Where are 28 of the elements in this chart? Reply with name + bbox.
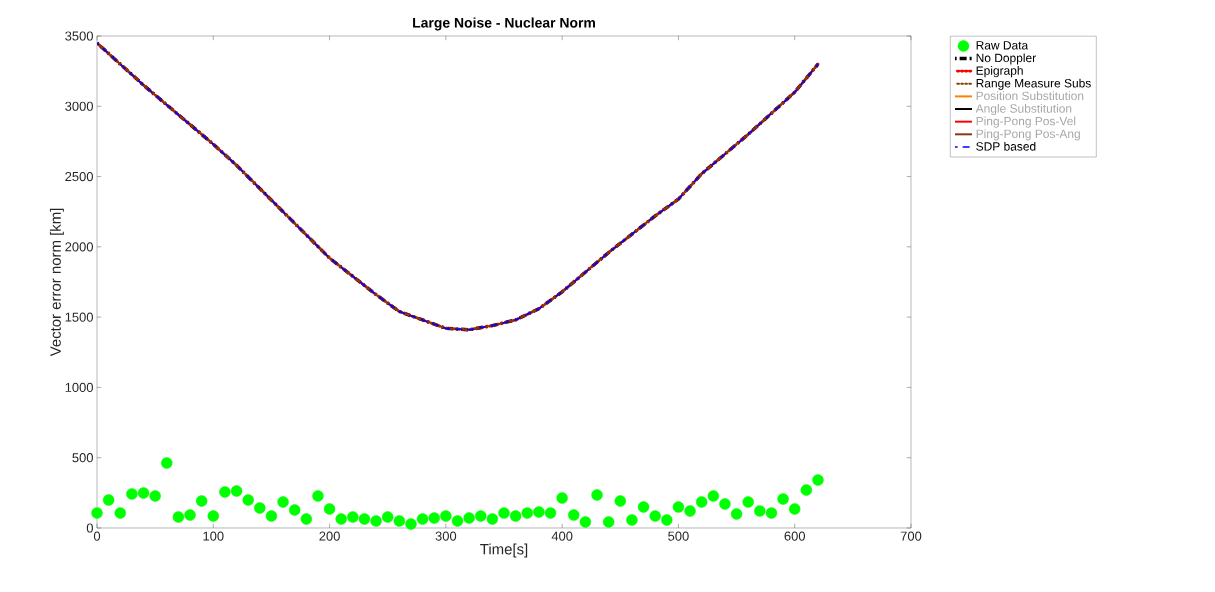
y-tick-label: 1000 <box>65 382 93 392</box>
y-tick-label: 3000 <box>65 101 93 111</box>
y-tick-label: 2500 <box>65 171 93 182</box>
y-axis-title: Vector error norm [km] <box>49 208 64 357</box>
y-tick-label: 3500 <box>65 31 93 41</box>
legend-label: Ping-Pong Pos-Ang <box>976 129 1080 141</box>
x-axis-title: Time[s] <box>480 543 528 558</box>
x-tick-label: 100 <box>203 531 224 541</box>
x-tick-label: 600 <box>784 531 806 541</box>
legend-label: Raw Data <box>976 41 1029 50</box>
y-tick-label: 0 <box>86 523 93 533</box>
y-tick-label: 500 <box>72 453 93 463</box>
x-tick-label: 200 <box>319 531 340 541</box>
legend-label: Ping-Pong Pos-Vel <box>976 116 1076 128</box>
x-tick-label: 400 <box>551 531 573 541</box>
legend-label: No Doppler <box>976 53 1036 65</box>
legend-label: SDP based <box>976 141 1036 151</box>
x-tick-label: 700 <box>900 531 922 541</box>
legend-label: Angle Substitution <box>975 103 1072 116</box>
x-tick-label: 300 <box>435 531 457 541</box>
legend-label: Range Measure Subs <box>976 78 1091 90</box>
x-tick-label: 0 <box>93 531 101 541</box>
legend-label: Epigraph <box>976 66 1023 78</box>
chart-title: Large Noise - Nuclear Norm <box>413 17 595 31</box>
x-tick-label: 500 <box>668 531 689 541</box>
y-tick-label: 2000 <box>65 242 93 252</box>
y-tick-label: 1500 <box>65 312 93 322</box>
legend-label: Position Substitution <box>976 91 1084 101</box>
